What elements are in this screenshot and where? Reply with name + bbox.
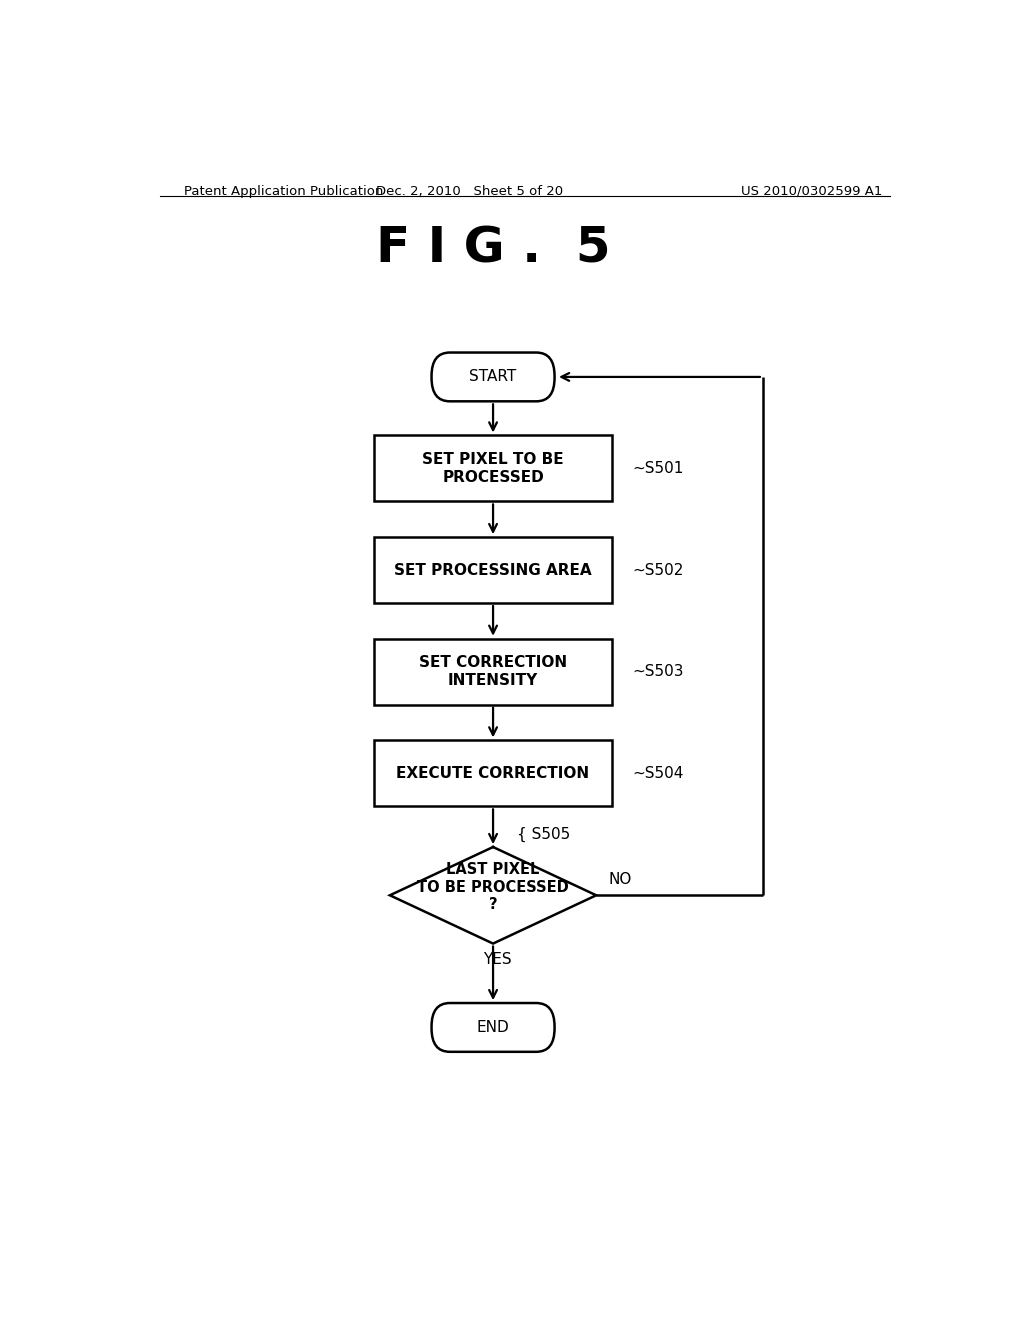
Text: US 2010/0302599 A1: US 2010/0302599 A1 <box>740 185 882 198</box>
Text: SET CORRECTION
INTENSITY: SET CORRECTION INTENSITY <box>419 656 567 688</box>
Text: { S505: { S505 <box>517 826 570 842</box>
Bar <box>374 537 612 603</box>
Text: ~S503: ~S503 <box>632 664 683 680</box>
Text: YES: YES <box>482 952 511 966</box>
Text: Patent Application Publication: Patent Application Publication <box>183 185 383 198</box>
Text: ~S501: ~S501 <box>632 461 683 477</box>
Text: END: END <box>477 1020 509 1035</box>
Text: SET PIXEL TO BE
PROCESSED: SET PIXEL TO BE PROCESSED <box>422 453 564 484</box>
Text: Dec. 2, 2010   Sheet 5 of 20: Dec. 2, 2010 Sheet 5 of 20 <box>376 185 563 198</box>
Text: ~S502: ~S502 <box>632 562 683 578</box>
Text: F I G .  5: F I G . 5 <box>376 224 610 272</box>
Bar <box>374 741 612 807</box>
Text: NO: NO <box>608 873 632 887</box>
Text: EXECUTE CORRECTION: EXECUTE CORRECTION <box>396 766 590 781</box>
Text: ~S504: ~S504 <box>632 766 683 781</box>
Text: LAST PIXEL
TO BE PROCESSED
?: LAST PIXEL TO BE PROCESSED ? <box>417 862 569 912</box>
Text: SET PROCESSING AREA: SET PROCESSING AREA <box>394 562 592 578</box>
Bar <box>374 436 612 502</box>
Bar <box>374 639 612 705</box>
Text: START: START <box>469 370 517 384</box>
